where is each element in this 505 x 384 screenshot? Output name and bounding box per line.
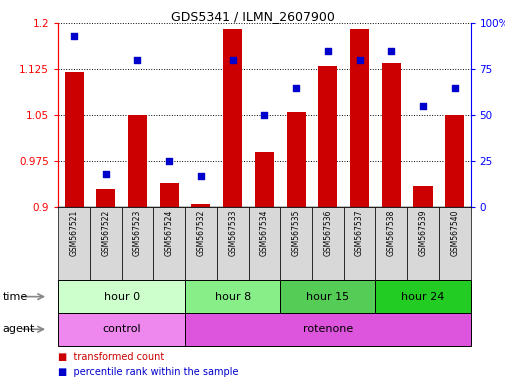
Text: ■  percentile rank within the sample: ■ percentile rank within the sample [58, 367, 238, 377]
Bar [128, 115, 147, 207]
Bar [216, 207, 248, 280]
Bar [438, 207, 470, 280]
Text: control: control [102, 324, 141, 334]
Bar [312, 207, 343, 280]
Bar [65, 72, 83, 207]
Text: ■  transformed count: ■ transformed count [58, 352, 164, 362]
Text: GSM567537: GSM567537 [355, 210, 363, 256]
Bar [185, 207, 216, 280]
Point [228, 57, 236, 63]
Bar [96, 189, 115, 207]
Bar [318, 66, 337, 207]
Text: hour 15: hour 15 [306, 291, 348, 302]
Text: hour 0: hour 0 [104, 291, 139, 302]
Text: GSM567540: GSM567540 [449, 210, 459, 256]
Bar [343, 207, 375, 280]
Bar [185, 313, 470, 346]
Text: agent: agent [3, 324, 35, 334]
Bar [407, 207, 438, 280]
Bar [349, 29, 368, 207]
Text: hour 24: hour 24 [400, 291, 444, 302]
Text: GSM567536: GSM567536 [323, 210, 332, 256]
Bar [255, 152, 273, 207]
Bar [58, 207, 90, 280]
Text: GSM567535: GSM567535 [291, 210, 300, 256]
Bar [375, 207, 407, 280]
Bar [160, 183, 178, 207]
Text: GSM567522: GSM567522 [101, 210, 110, 256]
Point [260, 112, 268, 118]
Text: rotenone: rotenone [302, 324, 352, 334]
Bar [90, 207, 121, 280]
Bar [185, 280, 280, 313]
Bar [280, 207, 312, 280]
Point [450, 84, 458, 91]
Text: time: time [3, 291, 28, 302]
Bar [248, 207, 280, 280]
Bar [413, 186, 432, 207]
Point [323, 48, 331, 54]
Text: GSM567533: GSM567533 [228, 210, 237, 256]
Text: GSM567532: GSM567532 [196, 210, 205, 256]
Point [355, 57, 363, 63]
Text: GSM567534: GSM567534 [260, 210, 268, 256]
Point [418, 103, 426, 109]
Text: GSM567524: GSM567524 [165, 210, 173, 256]
Text: GSM567538: GSM567538 [386, 210, 395, 256]
Bar [286, 112, 305, 207]
Text: GDS5341 / ILMN_2607900: GDS5341 / ILMN_2607900 [171, 10, 334, 23]
Point [196, 173, 205, 179]
Point [102, 171, 110, 177]
Bar [153, 207, 185, 280]
Bar [58, 313, 185, 346]
Point [165, 158, 173, 164]
Bar [375, 280, 470, 313]
Text: GSM567521: GSM567521 [69, 210, 78, 256]
Point [291, 84, 299, 91]
Point [133, 57, 141, 63]
Point [386, 48, 394, 54]
Bar [381, 63, 400, 207]
Bar [444, 115, 463, 207]
Text: GSM567539: GSM567539 [418, 210, 427, 256]
Bar [191, 204, 210, 207]
Bar [58, 280, 185, 313]
Bar [223, 29, 242, 207]
Bar [121, 207, 153, 280]
Bar [280, 280, 375, 313]
Point [70, 33, 78, 39]
Text: hour 8: hour 8 [214, 291, 250, 302]
Text: GSM567523: GSM567523 [133, 210, 142, 256]
